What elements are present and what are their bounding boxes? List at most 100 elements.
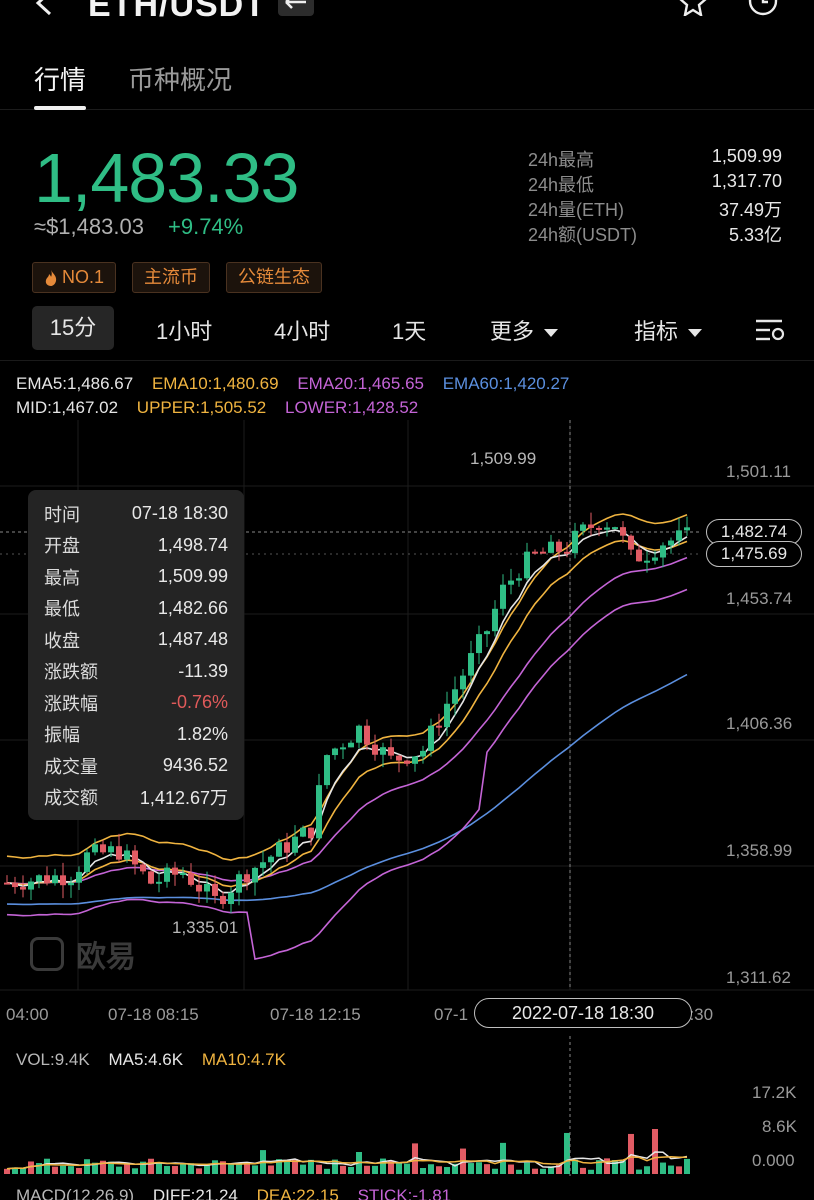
pair-title[interactable]: ETH/USDT	[88, 0, 266, 24]
caret-down-icon	[688, 329, 703, 338]
swap-icon[interactable]	[278, 0, 314, 16]
volume-bar	[244, 1162, 250, 1174]
stat-label: 24h最高	[528, 150, 595, 170]
rank-tag[interactable]: NO.1	[32, 262, 117, 293]
candle	[116, 846, 122, 860]
interval-1d[interactable]: 1天	[392, 319, 427, 344]
tooltip-label: 时间	[44, 504, 80, 525]
volume-bar	[660, 1162, 666, 1174]
price-axis-label: 1,311.62	[726, 968, 791, 987]
candle	[564, 551, 570, 554]
volume-chart	[4, 1036, 690, 1176]
volume-bar	[132, 1168, 138, 1174]
tooltip-label: 最低	[44, 599, 80, 620]
volume-bar	[564, 1132, 570, 1174]
volume-bar	[308, 1159, 314, 1174]
caret-down-icon	[544, 329, 559, 338]
volume-bar	[604, 1158, 610, 1174]
volume-bar	[12, 1167, 18, 1174]
candle	[284, 842, 290, 853]
tab-market[interactable]: 行情	[34, 65, 87, 95]
indicators-label: 指标	[634, 319, 679, 344]
volume-bar	[276, 1159, 282, 1174]
interval-1h[interactable]: 1小时	[156, 319, 213, 344]
volume-bar	[420, 1168, 426, 1174]
tab-active-indicator	[34, 106, 86, 110]
volume-bar	[52, 1166, 58, 1174]
volume-bar	[116, 1166, 122, 1174]
volume-bar	[540, 1168, 546, 1174]
volume-bar	[388, 1160, 394, 1174]
top-bar: ETH/USDT	[0, 0, 814, 30]
stat-row: 24h最低 1,317.70	[528, 171, 782, 196]
volume-bar	[44, 1158, 50, 1174]
volume-bar	[220, 1161, 226, 1174]
watermark-logo-icon	[30, 937, 64, 971]
alarm-clock-icon[interactable]	[746, 0, 780, 16]
volume-bar	[372, 1165, 378, 1174]
candle	[556, 541, 562, 552]
candle	[596, 527, 602, 530]
tab-coin-overview[interactable]: 币种概况	[128, 65, 233, 95]
volume-bar	[436, 1166, 442, 1174]
volume-bar	[500, 1142, 506, 1174]
tooltip-row: 涨跌额 -11.39	[44, 656, 228, 688]
candle	[44, 875, 50, 884]
candle	[52, 875, 58, 884]
volume-bar	[580, 1167, 586, 1174]
candle	[412, 756, 418, 764]
volume-bar	[68, 1166, 74, 1174]
volume-bar	[332, 1159, 338, 1174]
ecosystem-tag[interactable]: 公链生态	[226, 262, 323, 293]
volume-bar	[412, 1143, 418, 1174]
volume-bar	[292, 1159, 298, 1174]
tooltip-value: 1,487.48	[157, 629, 228, 650]
candle	[36, 875, 42, 882]
candle	[516, 578, 522, 581]
stat-value: 37.49万	[718, 200, 782, 220]
candle	[124, 850, 130, 860]
interval-15m[interactable]: 15分	[32, 306, 114, 350]
volume-bar	[572, 1159, 578, 1174]
candle	[300, 827, 306, 837]
candle	[20, 887, 26, 890]
macd-label: MACD(12,26,9)	[16, 1186, 135, 1200]
volume-bar	[620, 1161, 626, 1174]
candle	[68, 882, 74, 886]
category-tag[interactable]: 主流币	[132, 262, 211, 293]
back-arrow-icon[interactable]	[30, 0, 60, 18]
time-axis-label: 07-1	[434, 1005, 469, 1024]
star-icon[interactable]	[676, 0, 710, 16]
candle	[348, 742, 354, 748]
candle	[420, 750, 426, 757]
candle	[180, 873, 186, 876]
volume-bar	[556, 1164, 562, 1174]
volume-bar	[252, 1165, 258, 1174]
chart-settings-icon[interactable]	[756, 318, 786, 342]
divider	[0, 360, 814, 361]
price-axis-label: 1,358.99	[726, 841, 793, 860]
tooltip-label: 开盘	[44, 536, 80, 557]
volume-bar	[548, 1166, 554, 1174]
ema5-value: EMA5:1,486.67	[16, 374, 134, 393]
candle	[244, 874, 250, 883]
volume-bar	[148, 1158, 154, 1174]
volume-bar	[188, 1163, 194, 1174]
volume-bar	[300, 1164, 306, 1174]
interval-4h[interactable]: 4小时	[274, 319, 331, 344]
crosshair-price-tag: 1,475.69	[706, 541, 802, 567]
volume-bar	[492, 1168, 498, 1174]
ema20-value: EMA20:1,465.65	[297, 374, 424, 393]
candle	[508, 580, 514, 585]
volume-bar	[636, 1169, 642, 1174]
boll-upper-value: UPPER:1,505.52	[136, 398, 267, 417]
candle	[140, 864, 146, 872]
more-intervals-dropdown[interactable]: 更多	[490, 314, 559, 346]
tooltip-label: 涨跌幅	[44, 693, 98, 714]
volume-bar	[684, 1158, 690, 1174]
ema20-line	[6, 556, 688, 885]
indicators-dropdown[interactable]: 指标	[634, 314, 703, 346]
candle	[532, 551, 538, 554]
tag-list: NO.1 主流币 公链生态	[32, 262, 323, 293]
candle	[620, 527, 626, 536]
